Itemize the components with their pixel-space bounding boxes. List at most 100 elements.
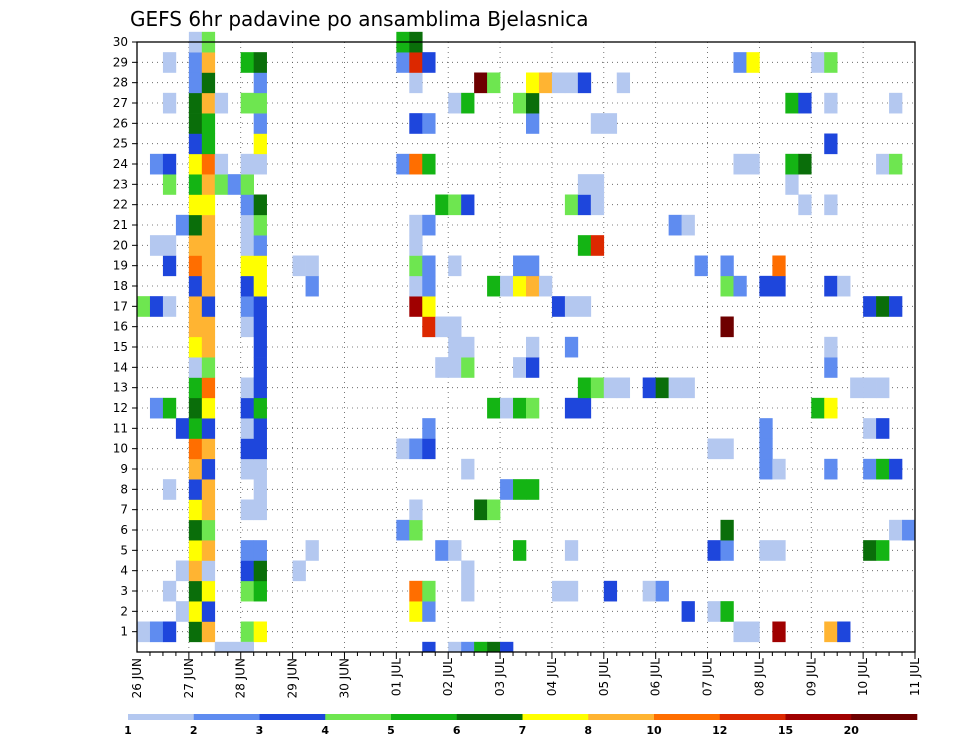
heatmap-cell	[526, 357, 540, 378]
heatmap-cell	[396, 519, 410, 541]
heatmap-cell	[201, 153, 216, 175]
heatmap-cell	[240, 438, 254, 460]
heatmap-cell	[733, 275, 747, 297]
y-tick-label: 26	[113, 116, 128, 130]
heatmap-cell	[240, 560, 254, 582]
heatmap-cell	[422, 275, 436, 297]
heatmap-cell	[513, 540, 527, 561]
heatmap-cell	[292, 255, 306, 277]
heatmap-cell	[240, 214, 254, 236]
heatmap-cell	[681, 601, 695, 622]
heatmap-cell	[240, 275, 254, 297]
heatmap-cell	[188, 458, 203, 480]
heatmap-cell	[201, 336, 216, 358]
heatmap-cell	[162, 174, 177, 195]
colorbar: 1 2 3 4 5 6 7 8 10 12 15 20	[124, 714, 918, 737]
heatmap-cell	[551, 296, 566, 317]
heatmap-cell	[240, 397, 254, 419]
colorbar-label: 2	[190, 724, 198, 737]
heatmap-cell	[759, 275, 773, 297]
heatmap-cell	[616, 377, 631, 399]
heatmap-cell	[863, 418, 877, 439]
heatmap-cell	[863, 540, 877, 561]
heatmap-cell	[720, 601, 734, 622]
heatmap-cell	[409, 235, 423, 256]
heatmap-cell	[564, 336, 579, 358]
heatmap-cell	[538, 72, 553, 94]
y-tick-label: 14	[113, 360, 128, 374]
heatmap-cell	[188, 540, 203, 561]
heatmap-cell	[162, 153, 177, 175]
heatmap-cell	[461, 357, 475, 378]
heatmap-cell	[733, 621, 747, 643]
heatmap-cell	[201, 174, 216, 195]
heatmap-cell	[500, 641, 514, 653]
colorbar-swatch	[259, 714, 326, 720]
heatmap-cell	[577, 194, 592, 216]
heatmap-cell	[551, 580, 566, 602]
x-axis: 26 JUN 27 JUN 28 JUN 29 JUN 30 JUN 01 JUL 02 J…	[130, 652, 922, 698]
heatmap-cell	[188, 174, 203, 195]
heatmap-cell	[240, 194, 254, 216]
heatmap-cell	[487, 72, 501, 94]
heatmap-cell	[149, 397, 164, 419]
heatmap-cell	[214, 153, 229, 175]
heatmap-cell	[201, 601, 216, 622]
heatmap-cell	[538, 275, 553, 297]
heatmap-cell	[733, 52, 747, 73]
y-tick-label: 12	[113, 401, 128, 415]
heatmap-cell	[253, 72, 267, 94]
heatmap-cell	[876, 418, 890, 439]
heatmap-cell	[214, 641, 229, 653]
heatmap-cell	[188, 92, 203, 114]
heatmap-cell	[759, 438, 773, 460]
heatmap-cell	[201, 72, 216, 94]
heatmap-cell	[162, 235, 177, 256]
heatmap-cell	[668, 377, 682, 399]
heatmap-cell	[240, 540, 254, 561]
heatmap-cell	[175, 560, 190, 582]
chart-title: GEFS 6hr padavine po ansamblima Bjelasni…	[130, 7, 589, 31]
heatmap-cell	[733, 153, 747, 175]
colorbar-label: 3	[256, 724, 264, 737]
heatmap-cell	[175, 214, 190, 236]
heatmap-cell	[590, 194, 605, 216]
heatmap-cell	[577, 174, 592, 195]
heatmap-cell	[422, 214, 436, 236]
heatmap-cell	[513, 92, 527, 114]
colorbar-swatch	[522, 714, 589, 720]
colorbar-swatch	[325, 714, 392, 720]
heatmap-cell	[305, 255, 319, 277]
heatmap-cell	[759, 418, 773, 439]
heatmap-cell	[642, 377, 656, 399]
heatmap-cell	[785, 174, 799, 195]
x-tick-label: 30 JUN	[337, 658, 351, 698]
y-tick-label: 16	[113, 320, 128, 334]
colorbar-swatch	[193, 714, 260, 720]
heatmap-cell	[448, 92, 462, 114]
heatmap-cell	[850, 377, 864, 399]
heatmap-cell	[435, 540, 449, 561]
heatmap-cell	[188, 255, 203, 277]
y-tick-label: 17	[113, 299, 128, 313]
heatmap-cell	[824, 397, 838, 419]
heatmap-cell	[422, 52, 436, 73]
heatmap-cell	[513, 397, 527, 419]
heatmap-cell	[526, 397, 540, 419]
heatmap-cell	[487, 641, 501, 653]
heatmap-cell	[720, 255, 734, 277]
y-tick-label: 18	[113, 279, 128, 293]
heatmap-cell	[253, 540, 267, 561]
heatmap-cell	[811, 397, 825, 419]
heatmap-cell	[409, 580, 423, 602]
y-tick-label: 21	[113, 218, 128, 232]
heatmap-cell	[772, 255, 786, 277]
heatmap-cell	[876, 458, 890, 480]
x-tick-label: 02 JUL	[441, 658, 455, 696]
colorbar-swatch	[719, 714, 786, 720]
heatmap-cell	[240, 418, 254, 439]
heatmap-cell	[149, 235, 164, 256]
heatmap-cell	[188, 560, 203, 582]
heatmap-cell	[253, 499, 267, 521]
heatmap-cell	[824, 357, 838, 378]
